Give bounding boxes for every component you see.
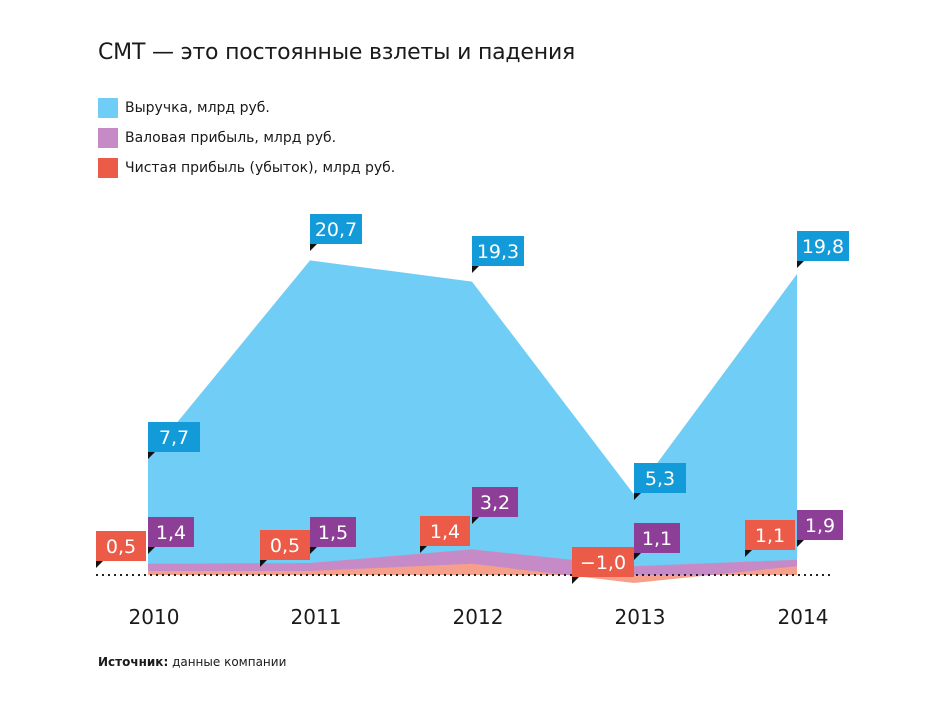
legend-item-gross-profit: Валовая прибыль, млрд руб. xyxy=(98,127,395,149)
gross-profit-data-label-box xyxy=(310,517,356,547)
legend-swatch-net-profit xyxy=(98,158,118,178)
legend: Выручка, млрд руб. Валовая прибыль, млрд… xyxy=(98,97,395,187)
revenue-data-label-box xyxy=(634,463,686,493)
source-note: Источник: данные компании xyxy=(98,655,286,669)
x-tick-label: 2010 xyxy=(129,605,180,629)
legend-label-revenue: Выручка, млрд руб. xyxy=(125,100,270,116)
revenue-data-label-pointer xyxy=(797,261,804,268)
net-profit-data-label-pointer xyxy=(745,550,752,557)
gross-profit-data-label: 1,5 xyxy=(318,522,348,544)
gross-profit-data-label-pointer xyxy=(797,540,804,547)
net-profit-data-label-pointer xyxy=(96,561,103,568)
gross-profit-data-label: 1,4 xyxy=(156,522,186,544)
x-tick-label: 2011 xyxy=(291,605,342,629)
gross-profit-data-label-pointer xyxy=(148,547,155,554)
legend-item-revenue: Выручка, млрд руб. xyxy=(98,97,395,119)
net-profit-data-label-pointer xyxy=(420,546,427,553)
net-profit-data-label: 1,1 xyxy=(755,525,785,547)
chart-title: СМТ — это постоянные взлеты и падения xyxy=(98,40,576,65)
net-profit-data-label-box xyxy=(572,547,634,577)
gross-profit-area xyxy=(148,549,797,575)
revenue-data-label-box xyxy=(797,231,849,261)
net-profit-data-label: 0,5 xyxy=(270,535,300,557)
revenue-data-label-box xyxy=(310,214,362,244)
revenue-data-label-pointer xyxy=(472,266,479,273)
revenue-area xyxy=(148,260,797,575)
gross-profit-data-label: 3,2 xyxy=(480,492,510,514)
gross-profit-data-label-box xyxy=(148,517,194,547)
revenue-data-label-box xyxy=(472,236,524,266)
legend-item-net-profit: Чистая прибыль (убыток), млрд руб. xyxy=(98,157,395,179)
gross-profit-data-label-box xyxy=(634,523,680,553)
x-tick-label: 2014 xyxy=(778,605,829,629)
gross-profit-data-label-pointer xyxy=(634,553,641,560)
net-profit-data-label-pointer xyxy=(572,577,579,584)
gross-profit-data-label: 1,9 xyxy=(805,515,835,537)
gross-profit-data-label-box xyxy=(472,487,518,517)
net-profit-area xyxy=(148,563,797,583)
net-profit-data-label-box xyxy=(420,516,470,546)
source-text: данные компании xyxy=(168,655,287,669)
net-profit-data-label-pointer xyxy=(260,560,267,567)
gross-profit-data-label-pointer xyxy=(310,547,317,554)
revenue-data-label: 5,3 xyxy=(645,468,675,490)
legend-label-net-profit: Чистая прибыль (убыток), млрд руб. xyxy=(125,160,396,176)
revenue-data-label: 7,7 xyxy=(159,427,189,449)
legend-label-gross-profit: Валовая прибыль, млрд руб. xyxy=(125,130,337,146)
x-tick-label: 2013 xyxy=(615,605,666,629)
gross-profit-data-label-box xyxy=(797,510,843,540)
x-tick-label: 2012 xyxy=(453,605,504,629)
revenue-data-label: 19,3 xyxy=(477,241,519,263)
legend-swatch-gross-profit xyxy=(98,128,118,148)
net-profit-data-label-box xyxy=(745,520,795,550)
gross-profit-data-label: 1,1 xyxy=(642,528,672,550)
revenue-data-label-pointer xyxy=(634,493,641,500)
net-profit-data-label-box xyxy=(96,531,146,561)
net-profit-data-label: 1,4 xyxy=(430,521,460,543)
revenue-data-label-pointer xyxy=(148,452,155,459)
revenue-data-label: 19,8 xyxy=(802,236,844,258)
net-profit-data-label: 0,5 xyxy=(106,536,136,558)
revenue-data-label-pointer xyxy=(310,244,317,251)
net-profit-data-label: −1,0 xyxy=(580,552,626,574)
legend-swatch-revenue xyxy=(98,98,118,118)
net-profit-data-label-box xyxy=(260,530,310,560)
revenue-data-label-box xyxy=(148,422,200,452)
source-label: Источник: xyxy=(98,655,169,669)
gross-profit-data-label-pointer xyxy=(472,517,479,524)
revenue-data-label: 20,7 xyxy=(315,219,357,241)
